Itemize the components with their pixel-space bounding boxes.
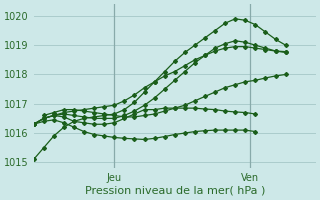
X-axis label: Pression niveau de la mer( hPa ): Pression niveau de la mer( hPa ) — [84, 186, 265, 196]
